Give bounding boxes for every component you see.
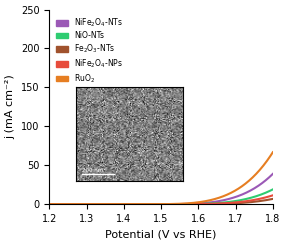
Fe$_2$O$_3$-NTs xyxy=(154,203,157,206)
NiFe$_2$O$_4$-NTs xyxy=(155,203,159,206)
Fe$_2$O$_3$-NTs xyxy=(169,203,172,206)
NiO-NTs xyxy=(48,203,51,206)
Y-axis label: j (mA cm⁻²): j (mA cm⁻²) xyxy=(5,74,15,139)
NiFe$_2$O$_4$-NTs xyxy=(266,177,269,180)
RuO$_2$ xyxy=(266,159,269,162)
NiO-NTs xyxy=(155,203,159,206)
NiFe$_2$O$_4$-NPs xyxy=(181,203,184,206)
NiO-NTs xyxy=(169,203,172,206)
Legend: NiFe$_2$O$_4$-NTs, NiO-NTs, Fe$_2$O$_3$-NTs, NiFe$_2$O$_4$-NPs, RuO$_2$: NiFe$_2$O$_4$-NTs, NiO-NTs, Fe$_2$O$_3$-… xyxy=(53,13,126,88)
Line: RuO$_2$: RuO$_2$ xyxy=(49,152,273,204)
RuO$_2$ xyxy=(169,203,172,206)
NiFe$_2$O$_4$-NPs xyxy=(154,203,157,206)
NiFe$_2$O$_4$-NTs xyxy=(154,203,157,206)
NiFe$_2$O$_4$-NTs xyxy=(48,203,51,206)
NiO-NTs xyxy=(181,203,184,206)
NiFe$_2$O$_4$-NPs xyxy=(155,203,159,206)
Fe$_2$O$_3$-NTs xyxy=(271,197,275,200)
NiFe$_2$O$_4$-NPs xyxy=(48,203,51,206)
Fe$_2$O$_3$-NTs xyxy=(48,203,51,206)
RuO$_2$ xyxy=(155,203,159,206)
RuO$_2$ xyxy=(271,151,275,154)
NiFe$_2$O$_4$-NTs xyxy=(231,196,234,199)
RuO$_2$ xyxy=(181,202,184,205)
NiFe$_2$O$_4$-NTs xyxy=(169,203,172,206)
NiFe$_2$O$_4$-NTs xyxy=(271,172,275,175)
NiO-NTs xyxy=(154,203,157,206)
NiFe$_2$O$_4$-NPs xyxy=(266,196,269,198)
X-axis label: Potential (V vs RHE): Potential (V vs RHE) xyxy=(106,230,217,239)
Fe$_2$O$_3$-NTs xyxy=(231,202,234,205)
RuO$_2$ xyxy=(231,191,234,194)
NiFe$_2$O$_4$-NPs xyxy=(271,194,275,197)
NiO-NTs xyxy=(231,200,234,203)
Fe$_2$O$_3$-NTs xyxy=(181,203,184,206)
Line: Fe$_2$O$_3$-NTs: Fe$_2$O$_3$-NTs xyxy=(49,199,273,204)
NiO-NTs xyxy=(271,188,275,191)
NiO-NTs xyxy=(266,191,269,194)
NiFe$_2$O$_4$-NPs xyxy=(231,201,234,204)
RuO$_2$ xyxy=(48,203,51,206)
Fe$_2$O$_3$-NTs xyxy=(266,198,269,201)
Line: NiFe$_2$O$_4$-NPs: NiFe$_2$O$_4$-NPs xyxy=(49,195,273,204)
Fe$_2$O$_3$-NTs xyxy=(155,203,159,206)
NiFe$_2$O$_4$-NTs xyxy=(181,203,184,206)
NiFe$_2$O$_4$-NPs xyxy=(169,203,172,206)
RuO$_2$ xyxy=(154,203,157,206)
Line: NiO-NTs: NiO-NTs xyxy=(49,189,273,204)
Line: NiFe$_2$O$_4$-NTs: NiFe$_2$O$_4$-NTs xyxy=(49,174,273,204)
